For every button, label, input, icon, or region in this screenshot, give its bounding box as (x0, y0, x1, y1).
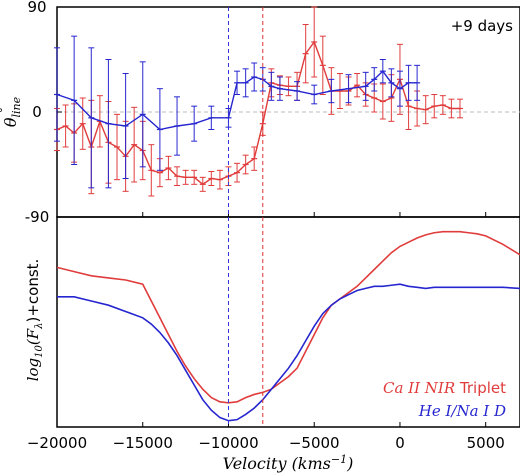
top-y-tick-label: -90 (25, 208, 50, 226)
series-line-blue (56, 70, 418, 131)
x-tick-label: 0 (395, 434, 405, 452)
spectrum-line-blue (57, 283, 520, 422)
top-y-label-sup: ° (0, 107, 10, 113)
bottom-x-ticks: −20000 −15000 −10000 −5000 0 5000 (27, 212, 505, 452)
series-blue (54, 35, 421, 189)
legend-he-italic: He I/Na I D (418, 402, 506, 420)
x-tick-label: −10000 (198, 434, 258, 452)
x-tick-label: −5000 (289, 434, 340, 452)
x-tick-label: −15000 (113, 434, 173, 452)
legend: Ca II NIR Triplet He I/Na I D (383, 379, 506, 420)
legend-entry-he: He I/Na I D (418, 402, 506, 420)
legend-entry-ca: Ca II NIR Triplet (383, 379, 506, 397)
x-tick-label: 5000 (467, 434, 505, 452)
bottom-panel-frame (56, 216, 520, 428)
top-y-label-sub: line (10, 96, 23, 117)
bottom-panel: −20000 −15000 −10000 −5000 0 5000 Ca II NIR T… (24, 212, 520, 473)
spectrum-line-red (56, 230, 520, 404)
series-line-red (56, 40, 460, 186)
top-y-axis-label: θline° (0, 96, 23, 127)
top-plot-area (54, 6, 520, 197)
x-axis-label: Velocity (kms−1) (223, 453, 354, 473)
legend-ca-italic: Ca II NIR (383, 379, 455, 397)
top-y-tick-label: 0 (32, 103, 42, 121)
epoch-annotation: +9 days (451, 17, 513, 35)
top-y-label-main: θ (1, 117, 20, 127)
bottom-plot-area (56, 230, 520, 422)
top-y-tick-label: 90 (27, 0, 46, 16)
bottom-y-axis-label: log10(Fλ)+const. (24, 259, 45, 382)
legend-ca-plain: Triplet (455, 379, 506, 397)
x-tick-label: −20000 (27, 434, 87, 452)
top-y-ticks: 90 0 -90 (25, 0, 62, 226)
top-panel: 90 0 -90 +9 days θline° (0, 0, 520, 226)
